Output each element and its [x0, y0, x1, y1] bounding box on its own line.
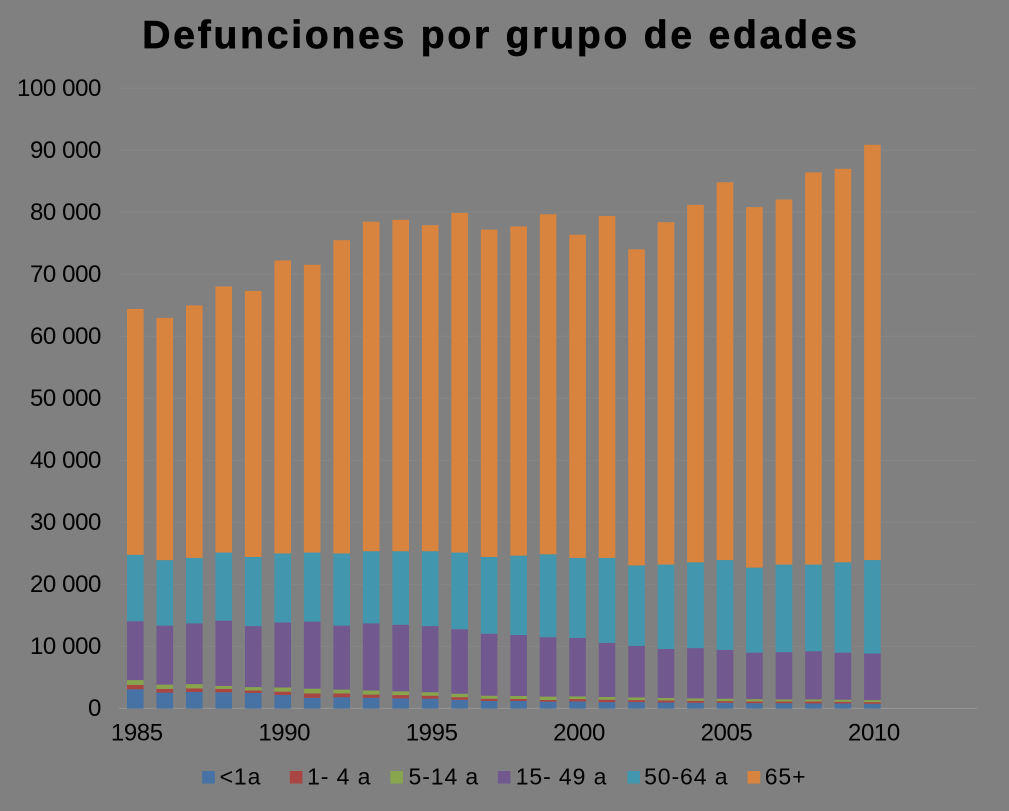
svg-text:60 000: 60 000 [30, 323, 101, 350]
svg-text:30 000: 30 000 [30, 509, 101, 536]
svg-text:40 000: 40 000 [30, 447, 101, 474]
svg-text:2000: 2000 [553, 720, 605, 747]
svg-text:1990: 1990 [258, 720, 310, 747]
svg-text:10 000: 10 000 [30, 633, 101, 660]
svg-text:65+: 65+ [765, 764, 807, 790]
svg-text:<1a: <1a [220, 764, 262, 790]
svg-text:1995: 1995 [406, 720, 458, 747]
svg-text:2005: 2005 [701, 720, 753, 747]
svg-text:15- 49 a: 15- 49 a [516, 764, 608, 790]
svg-text:100 000: 100 000 [17, 75, 101, 102]
svg-text:1985: 1985 [111, 720, 163, 747]
svg-text:0: 0 [88, 695, 101, 722]
svg-text:80 000: 80 000 [30, 199, 101, 226]
svg-text:50 000: 50 000 [30, 385, 101, 412]
svg-text:90 000: 90 000 [30, 137, 101, 164]
svg-text:Defunciones por grupo de edade: Defunciones por grupo de edades [142, 14, 859, 57]
svg-text:1- 4 a: 1- 4 a [307, 764, 371, 790]
svg-text:20 000: 20 000 [30, 571, 101, 598]
svg-text:70 000: 70 000 [30, 261, 101, 288]
svg-text:2010: 2010 [848, 720, 900, 747]
svg-text:50-64 a: 50-64 a [644, 764, 728, 790]
svg-text:5-14 a: 5-14 a [409, 764, 480, 790]
